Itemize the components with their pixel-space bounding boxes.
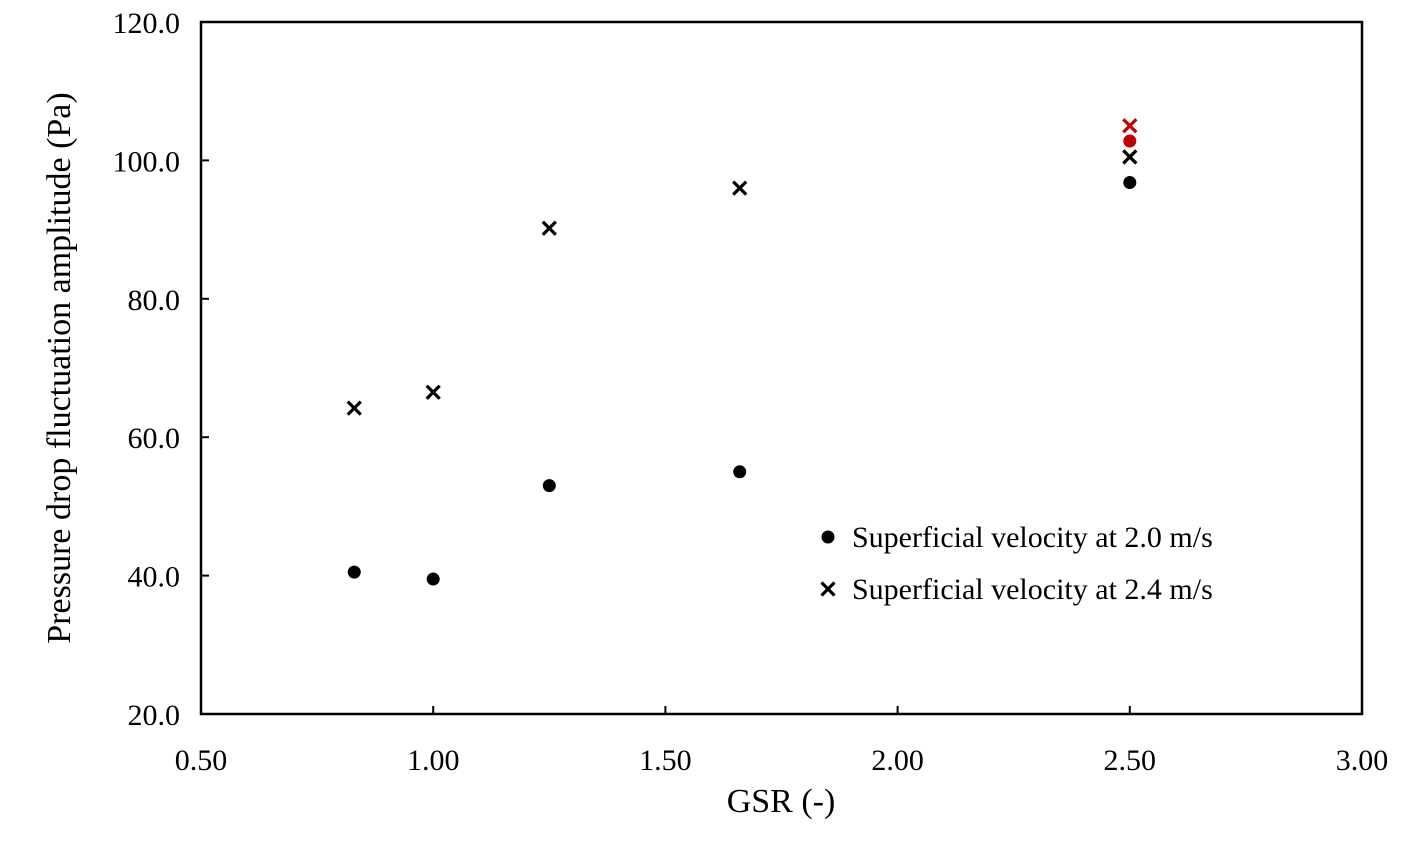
- data-points: [346, 118, 1138, 586]
- legend-label: Superficial velocity at 2.4 m/s: [852, 573, 1213, 606]
- data-point-cross: [1122, 118, 1138, 134]
- axis-ticks: 0.50 1.00 1.50 2.00 2.50 3.00 20.0 40.0 60.0 80.0…: [113, 7, 1389, 777]
- x-tick-label: 3.00: [1336, 744, 1389, 777]
- data-point-cross: [541, 220, 557, 236]
- data-point-cross: [425, 384, 441, 400]
- data-point-circle: [1123, 134, 1137, 148]
- x-axis-title: GSR (-): [727, 783, 836, 820]
- data-point-cross: [732, 180, 748, 196]
- x-tick-label: 2.00: [871, 744, 924, 777]
- legend-marker-cross: [820, 581, 836, 597]
- data-point-circle: [733, 465, 747, 479]
- data-point-circle: [347, 565, 361, 579]
- x-tick-label: 1.50: [639, 744, 692, 777]
- x-tick-label: 2.50: [1104, 744, 1157, 777]
- x-tick-label: 0.50: [175, 744, 228, 777]
- data-point-circle: [426, 572, 440, 586]
- data-point-circle: [542, 479, 556, 493]
- y-tick-label: 120.0: [113, 7, 181, 40]
- y-tick-label: 40.0: [128, 561, 181, 594]
- y-tick-label: 100.0: [113, 145, 181, 178]
- data-point-cross: [346, 400, 362, 416]
- plot-area-frame: [199, 20, 1364, 716]
- y-axis-title: Pressure drop fluctuation amplitude (Pa): [41, 92, 78, 643]
- y-tick-label: 80.0: [128, 284, 181, 317]
- legend-marker-circle: [821, 530, 835, 544]
- x-tick-label: 1.00: [407, 744, 460, 777]
- data-point-circle: [1123, 176, 1137, 190]
- y-tick-label: 60.0: [128, 422, 181, 455]
- legend-label: Superficial velocity at 2.0 m/s: [852, 521, 1213, 554]
- data-point-cross: [1122, 149, 1138, 165]
- y-tick-label: 20.0: [128, 699, 181, 732]
- legend: Superficial velocity at 2.0 m/s Superfici…: [820, 521, 1213, 606]
